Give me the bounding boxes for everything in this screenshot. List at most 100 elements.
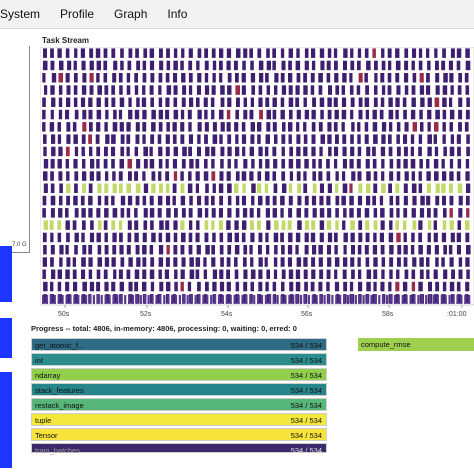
task-rect <box>158 73 163 83</box>
task-rect <box>241 171 247 181</box>
task-rect <box>427 122 431 132</box>
task-rect <box>119 281 124 292</box>
task-rect <box>395 109 399 120</box>
task-rect <box>440 295 443 304</box>
task-rect <box>274 245 278 255</box>
task-rect <box>259 109 263 120</box>
progress-row-ndarray[interactable]: ndarray 534 / 534 <box>31 368 327 381</box>
task-rect <box>403 146 408 157</box>
task-rect <box>65 208 69 218</box>
task-rect <box>264 171 270 181</box>
task-rect <box>59 245 64 255</box>
task-rect <box>389 220 393 230</box>
task-rect <box>158 257 164 267</box>
task-rect <box>357 195 363 206</box>
task-rect <box>211 109 215 120</box>
task-rect <box>104 183 109 193</box>
progress-row-int[interactable]: int 534 / 534 <box>31 353 327 366</box>
progress-row-stack-features[interactable]: stack_features 534 / 534 <box>31 383 327 396</box>
task-rect <box>350 146 355 157</box>
task-rect <box>149 48 155 58</box>
task-rect <box>319 295 322 304</box>
task-rect <box>212 232 216 243</box>
task-rect <box>307 295 310 304</box>
task-rect <box>250 281 254 292</box>
task-stream-chart[interactable] <box>40 47 474 309</box>
task-rect <box>358 281 363 292</box>
task-rect <box>250 97 254 107</box>
progress-row-restack-image[interactable]: restack_image 534 / 534 <box>31 398 327 411</box>
task-rect <box>120 134 125 144</box>
task-rect <box>258 245 262 255</box>
task-rect <box>155 295 158 304</box>
task-rect <box>128 295 131 304</box>
task-rect <box>73 281 78 292</box>
task-rect <box>111 281 116 292</box>
task-rect <box>280 48 285 58</box>
task-rect <box>395 60 401 71</box>
task-rect <box>326 220 332 230</box>
task-rect <box>89 281 95 292</box>
task-rect <box>58 85 63 95</box>
task-rect <box>88 245 93 255</box>
task-rect <box>159 48 163 58</box>
task-rect <box>280 109 285 120</box>
task-rect <box>211 245 215 255</box>
task-rect <box>366 171 371 181</box>
progress-row-get-atomic[interactable]: get_atomic_f... 534 / 534 <box>31 338 327 351</box>
task-rect <box>74 73 78 83</box>
task-rect <box>280 232 284 243</box>
task-rect <box>265 232 269 243</box>
task-rect <box>296 122 300 132</box>
task-rect <box>281 134 286 144</box>
task-rect <box>82 281 87 292</box>
task-rect <box>273 232 279 243</box>
task-rect <box>212 122 217 132</box>
task-baseline-strip <box>42 295 471 304</box>
task-rect <box>426 195 431 206</box>
task-rect <box>243 257 247 267</box>
task-rect <box>65 109 70 120</box>
progress-row-tuple[interactable]: tuple 534 / 534 <box>31 413 327 426</box>
task-rect <box>466 97 470 107</box>
task-rect <box>319 183 324 193</box>
task-rect <box>378 295 381 304</box>
task-rect <box>404 171 409 181</box>
progress-row-tensor[interactable]: Tensor 534 / 534 <box>31 428 327 441</box>
task-rect <box>142 232 147 243</box>
task-rect <box>111 48 116 58</box>
progress-task-name: int <box>35 356 43 365</box>
progress-row-train-batches[interactable]: train_batches 534 / 534 <box>31 443 327 455</box>
task-rect <box>380 245 385 255</box>
task-rect <box>465 60 471 71</box>
task-rect <box>197 134 201 144</box>
task-rect <box>220 257 224 267</box>
task-rect <box>241 85 246 95</box>
task-rect <box>465 257 470 267</box>
task-rect <box>311 109 316 120</box>
task-rect <box>319 269 324 279</box>
task-rect <box>327 208 332 218</box>
task-rect <box>120 48 124 58</box>
task-rect <box>428 220 432 230</box>
task-rect <box>319 220 325 230</box>
menu-system[interactable]: System <box>0 7 41 21</box>
task-rect <box>456 245 461 255</box>
task-rect <box>357 146 362 157</box>
task-rect <box>134 281 139 292</box>
task-rect <box>180 245 185 255</box>
task-rect <box>388 60 392 71</box>
task-rect <box>104 97 109 107</box>
task-rect <box>220 146 225 157</box>
menu-info[interactable]: Info <box>167 7 188 21</box>
task-rect <box>435 281 440 292</box>
menu-profile[interactable]: Profile <box>60 7 95 21</box>
task-rect <box>304 195 309 206</box>
progress-row-compute-rmse[interactable]: compute_rmse <box>358 338 474 351</box>
task-rect <box>464 220 470 230</box>
task-rect <box>364 48 369 58</box>
task-rect <box>318 281 323 292</box>
menu-graph[interactable]: Graph <box>114 7 148 21</box>
task-rect <box>204 134 208 144</box>
task-rect <box>120 257 125 267</box>
